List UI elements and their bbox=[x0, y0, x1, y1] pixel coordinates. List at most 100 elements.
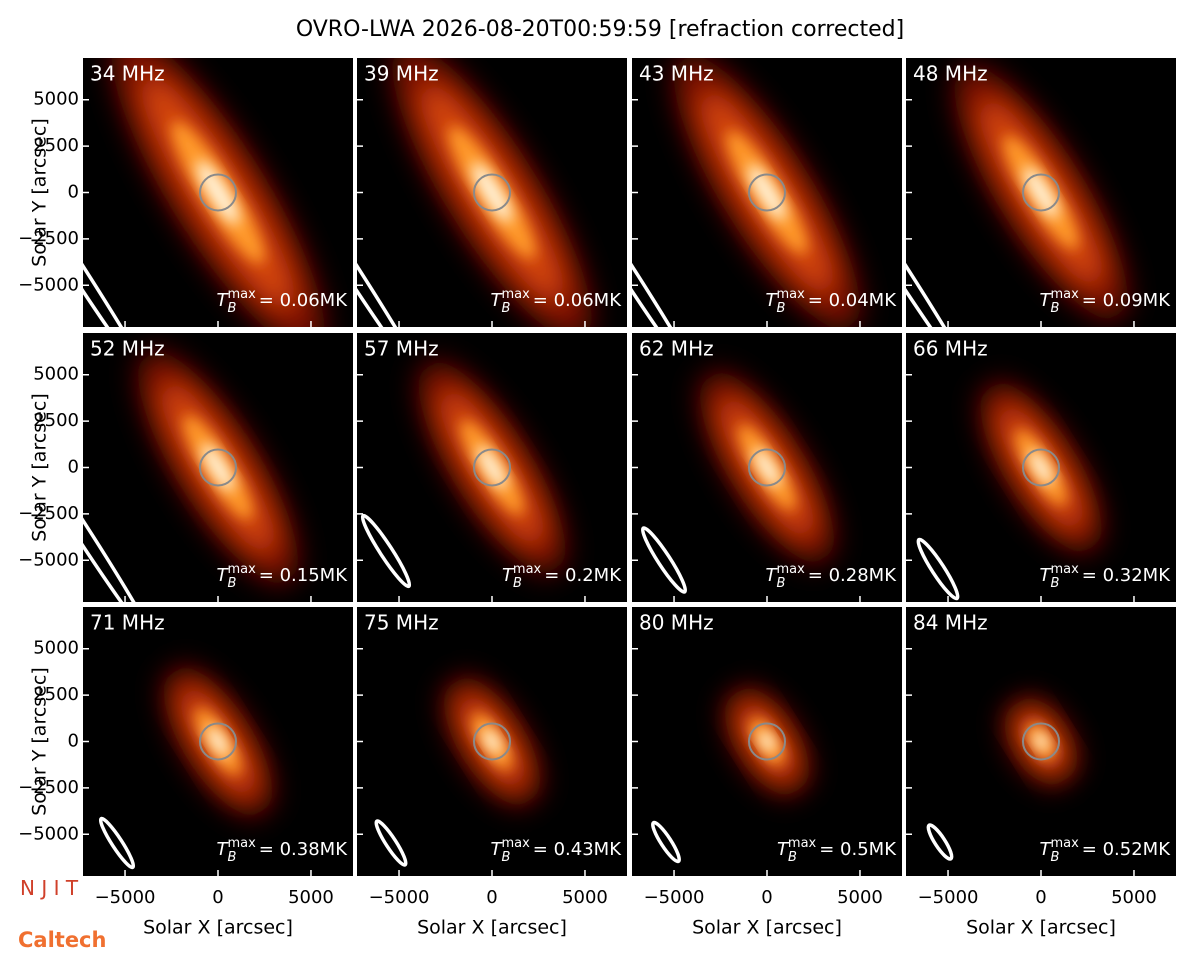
y-tick-label: 0 bbox=[68, 457, 79, 478]
x-axis-label: Solar X [arcsec] bbox=[966, 917, 1116, 939]
annotation-superscript: max bbox=[501, 836, 530, 851]
annotation-text: = 0.15MK bbox=[259, 565, 348, 586]
annotation-text: = 0.43MK bbox=[533, 839, 622, 860]
annotation-superscript: max bbox=[501, 287, 530, 302]
panel bbox=[632, 58, 902, 327]
solar-disk bbox=[748, 448, 786, 487]
x-axis-label: Solar X [arcsec] bbox=[143, 917, 293, 939]
annotation: TBmax = 0.52MK bbox=[1040, 836, 1172, 865]
solar-disk bbox=[473, 173, 511, 212]
panel bbox=[632, 333, 902, 602]
y-tick-label: 5000 bbox=[33, 638, 79, 659]
y-tick-label: 5000 bbox=[33, 89, 79, 110]
annotation-text: = 0.2MK bbox=[544, 565, 622, 586]
annotation: TBmax = 0.09MK bbox=[1040, 287, 1172, 316]
y-axis-label: Solar Y [arcsec] bbox=[29, 393, 51, 541]
annotation-superscript: max bbox=[776, 287, 805, 302]
solar-disk bbox=[748, 722, 786, 761]
emission-core bbox=[207, 726, 229, 757]
panel bbox=[83, 333, 353, 602]
x-tick-label: −5000 bbox=[369, 887, 430, 908]
annotation-subscript: B bbox=[1051, 576, 1060, 591]
annotation-superscript: max bbox=[227, 562, 256, 577]
x-tick-label: 5000 bbox=[288, 887, 334, 908]
panel-title: 66 MHz bbox=[913, 337, 988, 361]
annotation-symbol: T bbox=[1040, 290, 1053, 311]
annotation-symbol: T bbox=[502, 565, 515, 586]
solar-disk bbox=[1022, 448, 1060, 487]
emission-core bbox=[748, 164, 786, 221]
beam bbox=[360, 513, 412, 589]
x-tick-label: 5000 bbox=[837, 887, 883, 908]
annotation-subscript: B bbox=[777, 301, 786, 316]
annotation: TBmax = 0.38MK bbox=[217, 836, 349, 865]
solar-disk bbox=[473, 448, 511, 487]
annotation: TBmax = 0.06MK bbox=[217, 287, 349, 316]
panel-title: 62 MHz bbox=[639, 337, 714, 361]
annotation-text: = 0.32MK bbox=[1082, 565, 1171, 586]
y-axis-label: Solar Y [arcsec] bbox=[29, 118, 51, 266]
emission-core bbox=[758, 730, 776, 753]
annotation: TBmax = 0.5MK bbox=[777, 836, 897, 865]
x-tick-label: 0 bbox=[212, 887, 223, 908]
annotation-text: = 0.38MK bbox=[259, 839, 348, 860]
panel bbox=[357, 58, 627, 327]
panel-title: 34 MHz bbox=[90, 62, 165, 86]
solar-disk bbox=[199, 173, 237, 212]
annotation-subscript: B bbox=[228, 850, 237, 865]
x-tick-label: 0 bbox=[486, 887, 497, 908]
annotation-superscript: max bbox=[227, 836, 256, 851]
beam bbox=[374, 819, 408, 867]
y-tick-label: 2500 bbox=[33, 410, 79, 431]
panel bbox=[906, 333, 1176, 602]
annotation-symbol: T bbox=[777, 839, 790, 860]
logo-njit: N J I T bbox=[20, 876, 79, 900]
annotation-subscript: B bbox=[513, 576, 522, 591]
annotation-text: = 0.06MK bbox=[259, 290, 348, 311]
panel bbox=[357, 333, 627, 602]
annotation-symbol: T bbox=[217, 290, 230, 311]
annotation-superscript: max bbox=[227, 287, 256, 302]
annotation-superscript: max bbox=[1050, 562, 1079, 577]
emission-core bbox=[1023, 167, 1059, 218]
x-tick-label: 5000 bbox=[1111, 887, 1157, 908]
solar-disk bbox=[748, 173, 786, 212]
annotation: TBmax = 0.28MK bbox=[766, 562, 898, 591]
y-tick-label: 0 bbox=[68, 182, 79, 203]
beam bbox=[640, 526, 688, 594]
emission-core bbox=[1028, 450, 1054, 485]
logo-caltech: Caltech bbox=[18, 928, 106, 952]
y-tick-label: 2500 bbox=[33, 135, 79, 156]
annotation-text: = 0.5MK bbox=[819, 839, 897, 860]
solar-disk bbox=[1022, 722, 1060, 761]
panel bbox=[906, 607, 1176, 876]
x-tick-label: −5000 bbox=[644, 887, 705, 908]
annotation-subscript: B bbox=[228, 576, 237, 591]
emission-core bbox=[482, 728, 502, 755]
annotation-subscript: B bbox=[1051, 850, 1060, 865]
x-axis-label: Solar X [arcsec] bbox=[417, 917, 567, 939]
x-tick-label: 0 bbox=[761, 887, 772, 908]
annotation-superscript: max bbox=[788, 836, 817, 851]
annotation-symbol: T bbox=[766, 565, 779, 586]
panel-title: 52 MHz bbox=[90, 337, 165, 361]
y-tick-label: −2500 bbox=[18, 503, 79, 524]
panel-title: 75 MHz bbox=[364, 611, 439, 635]
annotation-symbol: T bbox=[217, 839, 230, 860]
annotation-symbol: T bbox=[1040, 565, 1053, 586]
annotation-superscript: max bbox=[513, 562, 542, 577]
panel-title: 80 MHz bbox=[639, 611, 714, 635]
annotation-superscript: max bbox=[1050, 287, 1079, 302]
panel bbox=[357, 607, 627, 876]
annotation-text: = 0.09MK bbox=[1082, 290, 1171, 311]
solar-disk bbox=[1022, 173, 1060, 212]
beam bbox=[651, 820, 681, 864]
annotation: TBmax = 0.43MK bbox=[491, 836, 623, 865]
emission-core bbox=[196, 160, 240, 225]
annotation-superscript: max bbox=[776, 562, 805, 577]
annotation-subscript: B bbox=[788, 850, 797, 865]
annotation-subscript: B bbox=[502, 850, 511, 865]
y-axis-label: Solar Y [arcsec] bbox=[29, 667, 51, 815]
annotation: TBmax = 0.04MK bbox=[766, 287, 898, 316]
